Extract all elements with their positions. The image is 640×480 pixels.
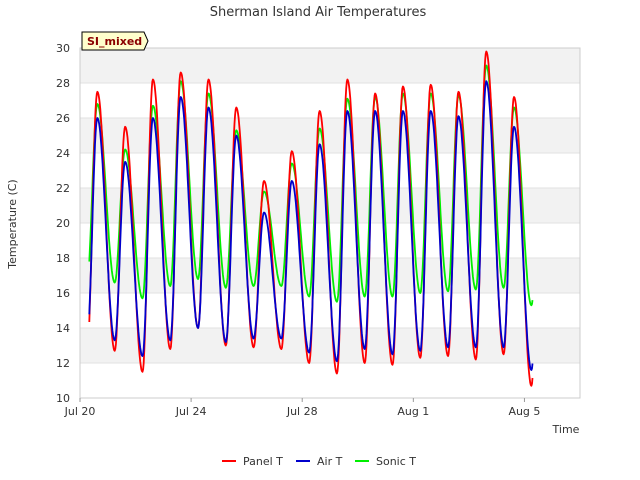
plot-band [80, 48, 580, 83]
site-badge-box [81, 31, 149, 51]
y-tick-label: 18 [56, 252, 70, 265]
x-tick-label: Aug 5 [508, 405, 540, 418]
x-tick-label: Aug 1 [397, 405, 429, 418]
y-tick-label: 22 [56, 182, 70, 195]
x-axis-ticks: Jul 20 Jul 24 Jul 28 Aug 1 Aug 5 [64, 398, 540, 418]
plot-band [80, 363, 580, 398]
legend-label-sonic-t: Sonic T [376, 455, 416, 468]
y-tick-label: 20 [56, 217, 70, 230]
chart-title: Sherman Island Air Temperatures [210, 5, 427, 20]
series-layer [88, 50, 534, 387]
y-tick-label: 28 [56, 77, 70, 90]
plot-frame [79, 47, 581, 399]
y-tick-label: 14 [56, 322, 70, 335]
legend-item-sonic-t: Sonic T [355, 455, 416, 468]
plot-band [80, 188, 580, 223]
y-tick-label: 30 [56, 42, 70, 55]
legend-label-air-t: Air T [317, 455, 343, 468]
site-badge: SI_mixed [81, 31, 149, 51]
y-axis-label: Temperature (C) [6, 179, 19, 269]
y-tick-label: 10 [56, 392, 70, 405]
plot-band [80, 118, 580, 153]
y-axis-ticks: 10 12 14 16 18 20 22 24 26 28 30 [56, 42, 70, 405]
legend-label-panel-t: Panel T [243, 455, 283, 468]
y-tick-label: 26 [56, 112, 70, 125]
y-tick-label: 24 [56, 147, 70, 160]
x-tick-label: Jul 28 [286, 405, 318, 418]
series-line-sonic-t [88, 64, 534, 307]
y-tick-label: 16 [56, 287, 70, 300]
x-tick-label: Jul 24 [175, 405, 207, 418]
legend: Panel T Air T Sonic T [222, 455, 416, 468]
x-tick-label: Jul 20 [64, 405, 96, 418]
series-line-air-t [88, 80, 534, 371]
legend-item-panel-t: Panel T [222, 455, 283, 468]
y-tick-label: 12 [56, 357, 70, 370]
legend-item-air-t: Air T [296, 455, 343, 468]
x-axis-label: Time [552, 423, 580, 436]
plot-band [80, 328, 580, 363]
plot-band [80, 83, 580, 118]
site-badge-text: SI_mixed [87, 35, 142, 48]
plot-band [80, 153, 580, 188]
